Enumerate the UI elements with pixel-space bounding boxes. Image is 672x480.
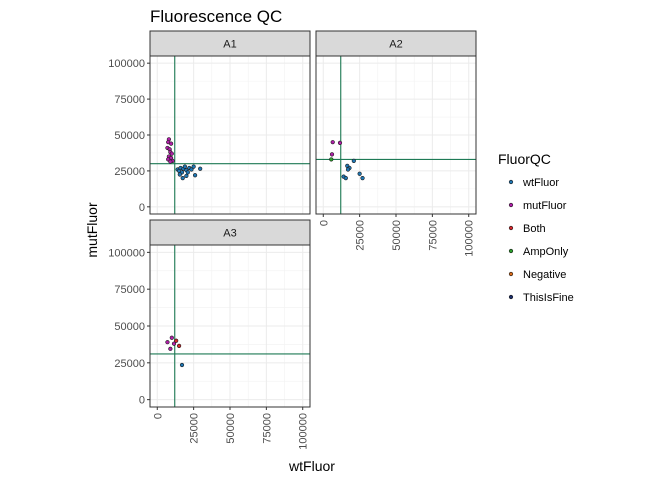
data-point-wtfluor bbox=[184, 173, 189, 179]
legend-label: Both bbox=[523, 223, 546, 235]
data-point-mutfluor bbox=[171, 341, 177, 346]
legend-entry-both: Both bbox=[508, 223, 546, 235]
x-axis-tick-label: 25000 bbox=[355, 220, 367, 251]
facet-strip-label: A2 bbox=[389, 39, 402, 51]
legend-key-negative bbox=[508, 271, 514, 277]
data-point-wtfluor bbox=[179, 362, 185, 368]
data-point-wtfluor bbox=[345, 167, 351, 172]
legend-label: AmpOnly bbox=[523, 246, 569, 258]
legend-title: FluorQC bbox=[498, 151, 551, 167]
data-point-both bbox=[174, 338, 179, 343]
legend-label: ThisIsFine bbox=[523, 292, 574, 304]
facet-strip bbox=[149, 219, 311, 246]
x-axis-tick-label: 25000 bbox=[189, 413, 201, 444]
data-point-wtfluor bbox=[185, 170, 190, 175]
x-axis-tick-label: 50000 bbox=[391, 220, 403, 251]
y-axis-tick-label: 0 bbox=[139, 202, 145, 214]
data-point-mutfluor bbox=[168, 141, 174, 146]
data-point-wtfluor bbox=[177, 172, 182, 177]
legend-key-thisisfine bbox=[508, 294, 514, 300]
x-axis-tick-label: 0 bbox=[318, 220, 330, 226]
legend-entries: wtFluor mutFluor Both AmpOnly Negative ThisIs… bbox=[508, 177, 574, 304]
data-point-mutfluor bbox=[169, 335, 174, 340]
legend-key-mutfluor bbox=[508, 202, 514, 208]
facet-strip-label: A3 bbox=[223, 228, 236, 240]
y-axis-tick-label: 100000 bbox=[108, 58, 145, 70]
y-axis-tick-label: 75000 bbox=[114, 284, 145, 296]
y-axis-tick-label: 75000 bbox=[114, 94, 145, 106]
data-point-mutfluor bbox=[329, 152, 335, 157]
y-axis-tick-label: 100000 bbox=[108, 247, 145, 259]
facet-strip-label: A1 bbox=[223, 39, 236, 51]
legend-key-amponly bbox=[508, 248, 514, 254]
legend-label: mutFluor bbox=[523, 200, 567, 212]
y-axis-tick-label: 25000 bbox=[114, 358, 145, 370]
data-point-wtfluor bbox=[351, 158, 356, 163]
y-axis-tick-label: 25000 bbox=[114, 166, 145, 178]
y-axis-tick-label: 50000 bbox=[114, 130, 145, 142]
x-axis-tick-label: 75000 bbox=[427, 220, 439, 251]
y-axis-title: mutFluor bbox=[84, 202, 100, 258]
data-point-amponly bbox=[329, 157, 334, 162]
data-point-wtfluor bbox=[180, 175, 185, 181]
data-point-wtfluor bbox=[343, 175, 348, 181]
data-point-mutfluor bbox=[169, 151, 174, 156]
facet-panels: A1 0 25000 50000 75000 100000 A2 0 25000 50000 750… bbox=[108, 30, 477, 450]
facet-panel-a3: A3 0 25000 50000 75000 100000 0 25000 50000 75000… bbox=[108, 219, 311, 450]
x-axis-tick-label: 100000 bbox=[464, 220, 476, 257]
facet-panel-a1: A1 0 25000 50000 75000 100000 bbox=[108, 30, 311, 215]
data-point-both bbox=[176, 343, 182, 348]
x-axis-tick-label: 75000 bbox=[261, 413, 273, 444]
legend-entry-negative: Negative bbox=[508, 269, 566, 281]
legend-label: Negative bbox=[523, 269, 566, 281]
legend-entry-wtfluor: wtFluor bbox=[508, 177, 559, 189]
legend-key-wtfluor bbox=[508, 179, 514, 185]
facet-panel-a2: A2 0 25000 50000 75000 100000 bbox=[315, 30, 477, 257]
x-axis-tick-label: 100000 bbox=[298, 413, 310, 450]
data-point-wtfluor bbox=[192, 173, 198, 178]
data-point-wtfluor bbox=[357, 171, 362, 176]
x-axis-title: wtFluor bbox=[288, 458, 335, 474]
y-axis-tick-label: 0 bbox=[139, 395, 145, 407]
data-point-wtfluor bbox=[182, 164, 188, 169]
data-point-wtfluor bbox=[189, 167, 194, 172]
data-point-wtfluor bbox=[198, 166, 203, 171]
data-point-mutfluor bbox=[337, 140, 343, 145]
data-point-wtfluor bbox=[191, 164, 196, 169]
data-point-wtfluor bbox=[360, 175, 365, 181]
data-point-mutfluor bbox=[168, 346, 173, 351]
chart-title: Fluorescence QC bbox=[150, 7, 282, 26]
data-point-mutfluor bbox=[330, 140, 335, 145]
x-axis-tick-label: 50000 bbox=[225, 413, 237, 444]
legend-entry-thisisfine: ThisIsFine bbox=[508, 292, 574, 304]
legend: FluorQC wtFluor mutFluor Both AmpOnly Negati… bbox=[498, 151, 574, 304]
y-axis-tick-label: 50000 bbox=[114, 321, 145, 333]
facet-strip bbox=[315, 30, 477, 57]
facet-strip bbox=[149, 30, 311, 57]
data-point-mutfluor bbox=[168, 159, 173, 164]
legend-label: wtFluor bbox=[522, 177, 559, 189]
x-axis-tick-label: 0 bbox=[152, 413, 164, 419]
data-point-mutfluor bbox=[165, 340, 170, 345]
legend-entry-amponly: AmpOnly bbox=[508, 246, 569, 258]
legend-key-both bbox=[508, 225, 514, 231]
legend-entry-mutfluor: mutFluor bbox=[508, 200, 567, 212]
